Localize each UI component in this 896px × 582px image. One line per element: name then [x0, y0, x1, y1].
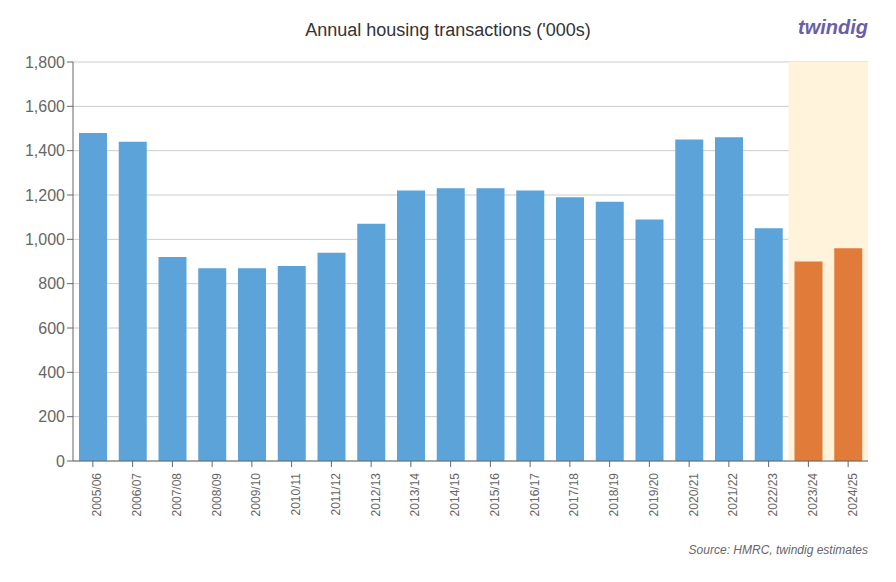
svg-text:2011/12: 2011/12	[329, 473, 343, 516]
svg-text:2009/10: 2009/10	[249, 473, 263, 517]
svg-text:1,200: 1,200	[25, 187, 65, 204]
svg-text:2008/09: 2008/09	[210, 473, 224, 517]
svg-text:2023/24: 2023/24	[806, 473, 820, 517]
svg-text:800: 800	[38, 275, 65, 292]
svg-text:400: 400	[38, 364, 65, 381]
svg-text:1,000: 1,000	[25, 231, 65, 248]
svg-text:2017/18: 2017/18	[567, 473, 581, 517]
html-text:twindig: twindig	[798, 16, 868, 38]
html-text:Annual housing transactions (': Annual housing transactions ('000s)	[305, 19, 591, 40]
svg-text:1,600: 1,600	[25, 98, 65, 115]
svg-text:2013/14: 2013/14	[408, 473, 422, 517]
svg-text:2020/21: 2020/21	[687, 473, 701, 517]
svg-text:0: 0	[56, 453, 65, 470]
svg-text:1,800: 1,800	[25, 54, 65, 71]
svg-text:2016/17: 2016/17	[528, 473, 542, 517]
svg-text:2021/22: 2021/22	[726, 473, 740, 517]
html-text:Source: HMRC, twindig estimate: Source: HMRC, twindig estimates	[688, 543, 868, 557]
svg-text:2015/16: 2015/16	[488, 473, 502, 517]
svg-text:2010/11: 2010/11	[289, 473, 303, 516]
svg-text:600: 600	[38, 320, 65, 337]
svg-text:1,400: 1,400	[25, 142, 65, 159]
svg-text:2018/19: 2018/19	[607, 473, 621, 517]
svg-text:2014/15: 2014/15	[448, 473, 462, 517]
svg-text:200: 200	[38, 408, 65, 425]
svg-text:2006/07: 2006/07	[130, 473, 144, 517]
svg-text:2007/08: 2007/08	[170, 473, 184, 517]
svg-text:2022/23: 2022/23	[766, 473, 780, 517]
svg-text:2012/13: 2012/13	[369, 473, 383, 517]
svg-text:2005/06: 2005/06	[90, 473, 104, 517]
svg-text:2019/20: 2019/20	[647, 473, 661, 517]
svg-text:2024/25: 2024/25	[846, 473, 860, 517]
